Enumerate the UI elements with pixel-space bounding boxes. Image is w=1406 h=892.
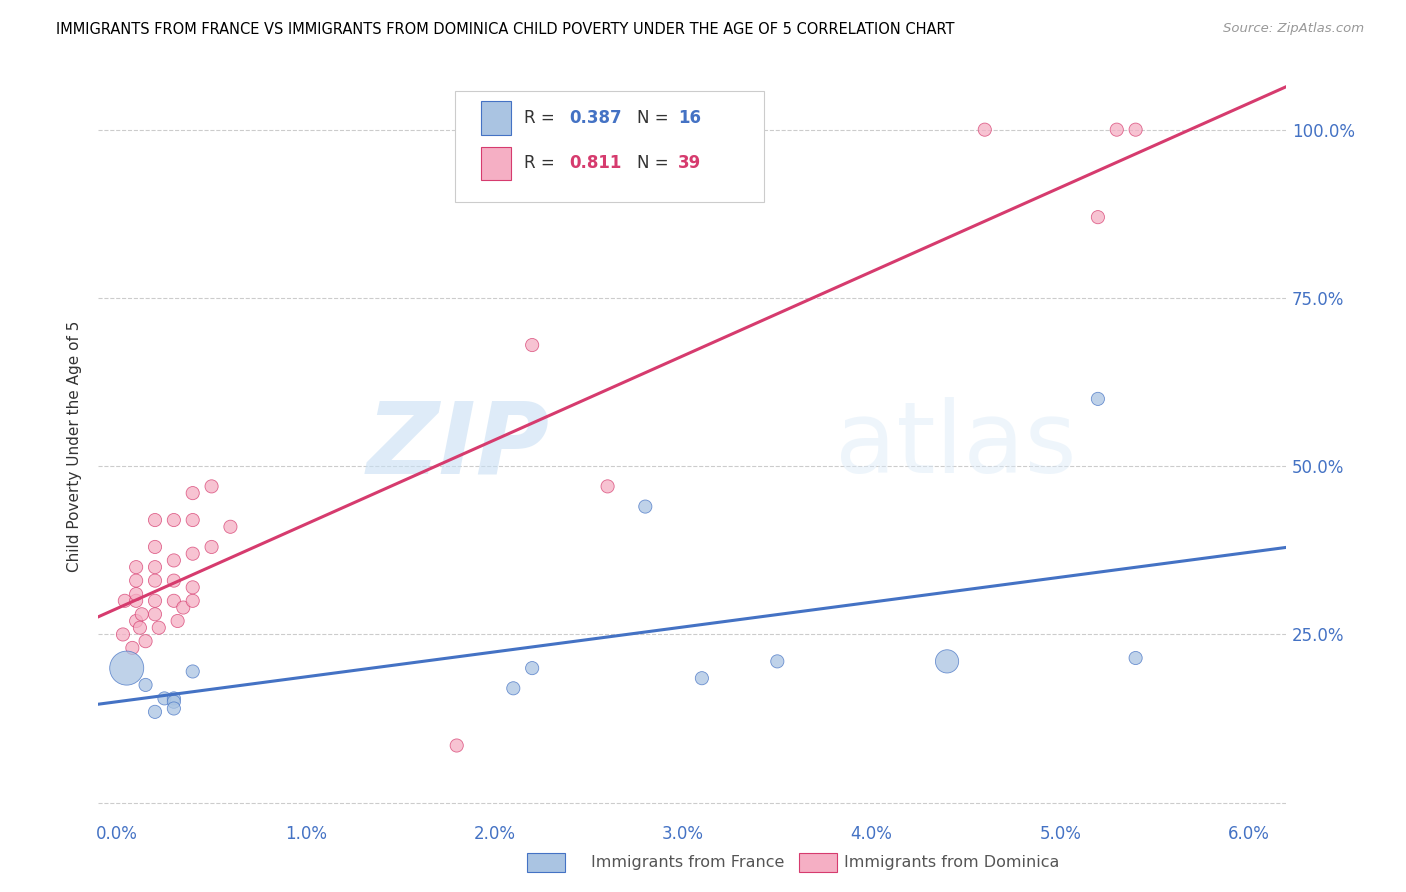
Point xyxy=(1125,122,1147,136)
Point xyxy=(143,705,166,719)
Point xyxy=(596,479,619,493)
Point xyxy=(129,621,152,635)
Point xyxy=(125,574,148,588)
Point xyxy=(143,540,166,554)
Point xyxy=(163,594,186,608)
Point xyxy=(163,513,186,527)
FancyBboxPatch shape xyxy=(481,102,510,135)
Point xyxy=(143,574,166,588)
Text: 16: 16 xyxy=(678,109,702,127)
Point xyxy=(153,691,176,706)
Point xyxy=(163,695,186,709)
Point xyxy=(166,614,188,628)
Point xyxy=(181,594,204,608)
Point xyxy=(1105,122,1128,136)
Text: N =: N = xyxy=(637,109,673,127)
Point xyxy=(163,574,186,588)
Y-axis label: Child Poverty Under the Age of 5: Child Poverty Under the Age of 5 xyxy=(67,320,83,572)
Point xyxy=(143,594,166,608)
FancyBboxPatch shape xyxy=(481,146,510,180)
Text: Source: ZipAtlas.com: Source: ZipAtlas.com xyxy=(1223,22,1364,36)
Point xyxy=(502,681,524,696)
Text: Immigrants from France: Immigrants from France xyxy=(591,855,785,870)
Text: 0.387: 0.387 xyxy=(569,109,621,127)
Point xyxy=(634,500,657,514)
Point xyxy=(181,547,204,561)
Text: R =: R = xyxy=(524,154,560,172)
Point xyxy=(936,654,959,668)
Text: R =: R = xyxy=(524,109,560,127)
Point xyxy=(121,640,143,655)
Point xyxy=(181,580,204,594)
Point xyxy=(148,621,170,635)
Point xyxy=(1087,392,1109,406)
Point xyxy=(135,678,157,692)
Point xyxy=(163,691,186,706)
Point xyxy=(143,513,166,527)
Point xyxy=(111,627,134,641)
Point xyxy=(1087,210,1109,224)
Point xyxy=(520,661,543,675)
Text: atlas: atlas xyxy=(835,398,1077,494)
Point xyxy=(125,614,148,628)
Point xyxy=(766,654,789,668)
Point xyxy=(143,560,166,574)
Point xyxy=(520,338,543,352)
Point xyxy=(219,520,242,534)
Point xyxy=(125,587,148,601)
Point xyxy=(1125,651,1147,665)
Point xyxy=(125,560,148,574)
Point xyxy=(181,486,204,500)
Text: IMMIGRANTS FROM FRANCE VS IMMIGRANTS FROM DOMINICA CHILD POVERTY UNDER THE AGE O: IMMIGRANTS FROM FRANCE VS IMMIGRANTS FRO… xyxy=(56,22,955,37)
Point xyxy=(143,607,166,622)
Point xyxy=(163,553,186,567)
Point xyxy=(446,739,468,753)
Text: N =: N = xyxy=(637,154,673,172)
FancyBboxPatch shape xyxy=(456,91,763,202)
Point xyxy=(131,607,153,622)
Point xyxy=(200,540,222,554)
Point xyxy=(114,594,136,608)
Text: ZIP: ZIP xyxy=(367,398,550,494)
Point xyxy=(125,594,148,608)
Point xyxy=(163,701,186,715)
Point xyxy=(690,671,713,685)
Text: Immigrants from Dominica: Immigrants from Dominica xyxy=(844,855,1059,870)
Point xyxy=(115,661,138,675)
Point xyxy=(973,122,995,136)
Point xyxy=(135,634,157,648)
Point xyxy=(181,513,204,527)
Point xyxy=(172,600,194,615)
Text: 0.811: 0.811 xyxy=(569,154,621,172)
Point xyxy=(181,665,204,679)
Text: 39: 39 xyxy=(678,154,702,172)
Point xyxy=(200,479,222,493)
